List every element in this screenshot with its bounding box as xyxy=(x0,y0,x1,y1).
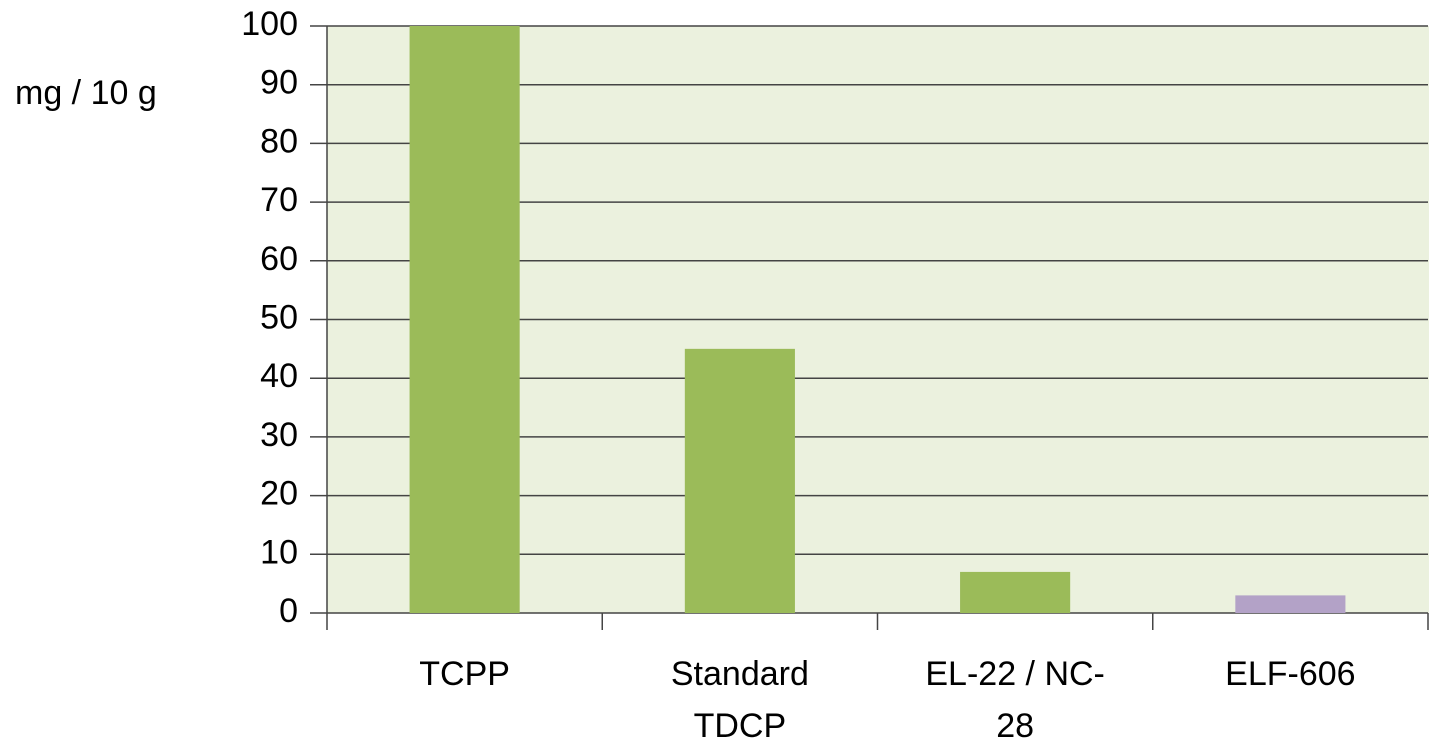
y-tick-label: 30 xyxy=(260,416,298,454)
y-tick-label: 10 xyxy=(260,533,298,571)
y-tick-label: 100 xyxy=(241,5,298,43)
y-tick-label: 80 xyxy=(260,122,298,160)
x-tick-label: Standard TDCP xyxy=(670,655,809,745)
x-tick-label: ELF-606 xyxy=(1225,655,1356,693)
y-tick-label: 40 xyxy=(260,357,298,395)
x-tick-label: EL-22 / NC-28 xyxy=(925,655,1105,745)
y-axis-title: mg / 10 g xyxy=(15,74,157,112)
bar xyxy=(684,348,795,613)
y-tick-label: 0 xyxy=(279,592,298,630)
y-tick-label: 70 xyxy=(260,181,298,219)
y-tick-label: 60 xyxy=(260,240,298,278)
y-tick-label: 20 xyxy=(260,475,298,513)
bar xyxy=(409,26,520,613)
bar xyxy=(1235,595,1346,613)
y-tick-label: 50 xyxy=(260,298,298,336)
bar xyxy=(960,571,1071,613)
y-tick-label: 90 xyxy=(260,64,298,102)
x-tick-label: TCPP xyxy=(419,655,510,693)
